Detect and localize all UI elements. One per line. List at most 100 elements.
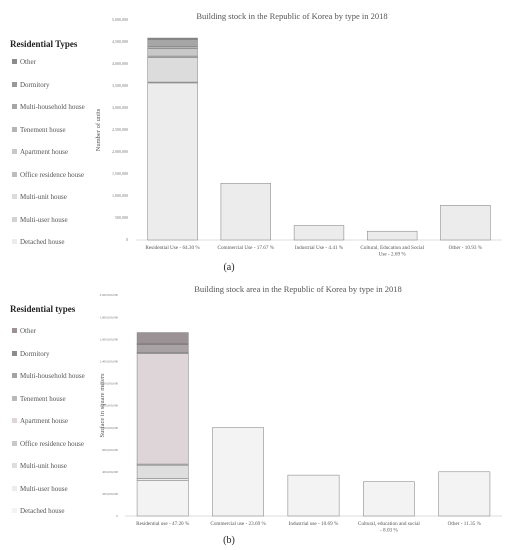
bar-segment: [440, 204, 491, 241]
x-tick-label: Cultural, education and social - 8.03 %: [358, 521, 421, 534]
bar-segment: [136, 480, 189, 517]
panel-label: (a): [223, 262, 235, 273]
legend-item: Tenement house: [12, 395, 66, 403]
bar-segment: [147, 57, 198, 83]
y-tick-label: 0: [116, 514, 118, 518]
legend-item: Multi-user house: [12, 485, 68, 493]
legend-item: Detached house: [12, 507, 65, 515]
bar-segment: [136, 478, 189, 481]
x-tick-label: Residential Use - 64.30 %: [145, 245, 200, 251]
x-tick-label: Commercial use - 23.69 %: [210, 521, 266, 527]
y-axis-label: Surface in square meters: [99, 373, 106, 438]
legend-swatch: [12, 239, 17, 244]
legend-label: Apartment house: [20, 148, 69, 156]
chart-title: Building stock area in the Republic of K…: [194, 284, 402, 294]
bar-segment: [136, 332, 189, 344]
y-tick-label: 2,000,000: [112, 149, 128, 155]
legend-item: Other: [12, 327, 36, 335]
y-tick-label: 200,000,000: [102, 492, 118, 497]
x-tick-label: Other - 10.93 %: [449, 245, 483, 251]
bar-segment: [147, 46, 198, 49]
panel-label: (b): [223, 535, 235, 546]
legend-label: Office residence house: [20, 170, 85, 179]
chart-plot: 0 500,000 1,000,000 1,500,000 2,000,000 2,500…: [95, 17, 502, 258]
y-tick-label: 3,500,000: [112, 83, 128, 89]
y-tick-label: 1,200,000,000: [100, 382, 119, 387]
bar-segment: [147, 39, 198, 47]
y-tick-label: 0: [126, 237, 128, 242]
y-axis-label: Number of units: [95, 108, 102, 151]
legend-swatch: [12, 149, 17, 154]
bar-segment: [147, 48, 198, 57]
legend-label: Multi-household house: [20, 103, 85, 111]
bar-segment: [220, 182, 271, 241]
legend-swatch: [12, 81, 17, 87]
legend-item: Office residence house: [12, 440, 84, 448]
y-tick-label: 2,500,000: [112, 127, 128, 133]
legend-label: Office residence house: [20, 439, 85, 448]
legend-item: Dormitory: [12, 350, 50, 358]
legend-item: Other: [12, 58, 36, 66]
x-tick-label: Industrial use - 10.69 %: [289, 521, 339, 527]
legend-label: Multi-user house: [20, 215, 68, 224]
legend-title: Residential types: [10, 304, 76, 314]
bar-segment: [147, 37, 198, 40]
bar-segment: [136, 353, 189, 465]
legend-swatch: [12, 104, 17, 109]
legend-label: Tenement house: [20, 125, 66, 134]
legend-item: Multi-unit house: [12, 193, 67, 201]
chart-plot: 0 200,000,000 400,000,000 600,000,000 800,00…: [99, 293, 502, 534]
legend-label: Tenement house: [20, 394, 66, 403]
legend-swatch: [12, 216, 17, 222]
x-tick-label: Other - 11.35 %: [448, 521, 482, 527]
y-tick-label: 600,000,000: [102, 448, 118, 453]
legend-item: Multi-household house: [12, 103, 85, 111]
legend-swatch: [12, 440, 17, 446]
y-tick-label: 1,000,000: [112, 193, 128, 199]
y-tick-label: 1,000,000,000: [100, 404, 119, 409]
legend-label: Detached house: [20, 238, 65, 246]
legend-label: Apartment house: [20, 417, 69, 425]
legend-swatch: [12, 485, 17, 491]
x-tick-label: Cultural, Education and Social Use - 2.69…: [360, 245, 424, 258]
legend-swatch: [12, 194, 17, 199]
legend-label: Multi-unit house: [20, 462, 67, 470]
legend-swatch: [12, 350, 17, 356]
legend-swatch: [12, 508, 17, 513]
legend-item: Office residence house: [12, 171, 84, 179]
legend-item: Apartment house: [12, 148, 68, 156]
legend-item: Apartment house: [12, 417, 68, 425]
x-tick-label: Industrial Use - 4.41 %: [295, 245, 344, 251]
legend-title: Residential Types: [10, 39, 78, 49]
legend-item: Tenement house: [12, 126, 66, 134]
legend-swatch: [12, 418, 17, 423]
legend-item: Multi-household house: [12, 372, 85, 380]
bar-segment: [147, 82, 198, 241]
legend-label: Dormitory: [20, 80, 50, 89]
y-tick-label: 400,000,000: [102, 470, 118, 475]
legend-label: Other: [20, 58, 36, 66]
y-tick-label: 4,000,000: [112, 61, 128, 67]
y-tick-label: 1,800,000,000: [100, 315, 119, 320]
y-tick-label: 5,000,000: [112, 17, 128, 23]
legend-label: Other: [20, 327, 36, 335]
legend-item: Multi-unit house: [12, 462, 67, 470]
y-tick-label: 1,500,000: [112, 171, 128, 177]
chart-title: Building stock in the Republic of Korea …: [196, 11, 388, 21]
x-tick-label: Residential use - 47.20 %: [136, 521, 190, 527]
legend-item: Multi-user house: [12, 216, 68, 224]
y-tick-label: 500,000: [115, 215, 128, 221]
legend-label: Dormitory: [20, 349, 50, 358]
bar-segment: [438, 471, 491, 517]
bar-segment: [287, 474, 340, 517]
y-tick-label: 1,600,000,000: [100, 337, 119, 342]
bar-segment: [293, 225, 345, 241]
chart-panel-b: Building stock area in the Republic of K…: [0, 278, 514, 550]
legend-swatch: [12, 395, 17, 401]
y-tick-label: 800,000,000: [102, 426, 118, 431]
bar-segment: [136, 344, 189, 353]
legend-item: Detached house: [12, 238, 65, 246]
legend-swatch: [12, 373, 17, 378]
x-tick-label: Commercial Use - 17.67 %: [217, 245, 274, 251]
y-tick-label: 3,000,000: [112, 105, 128, 111]
